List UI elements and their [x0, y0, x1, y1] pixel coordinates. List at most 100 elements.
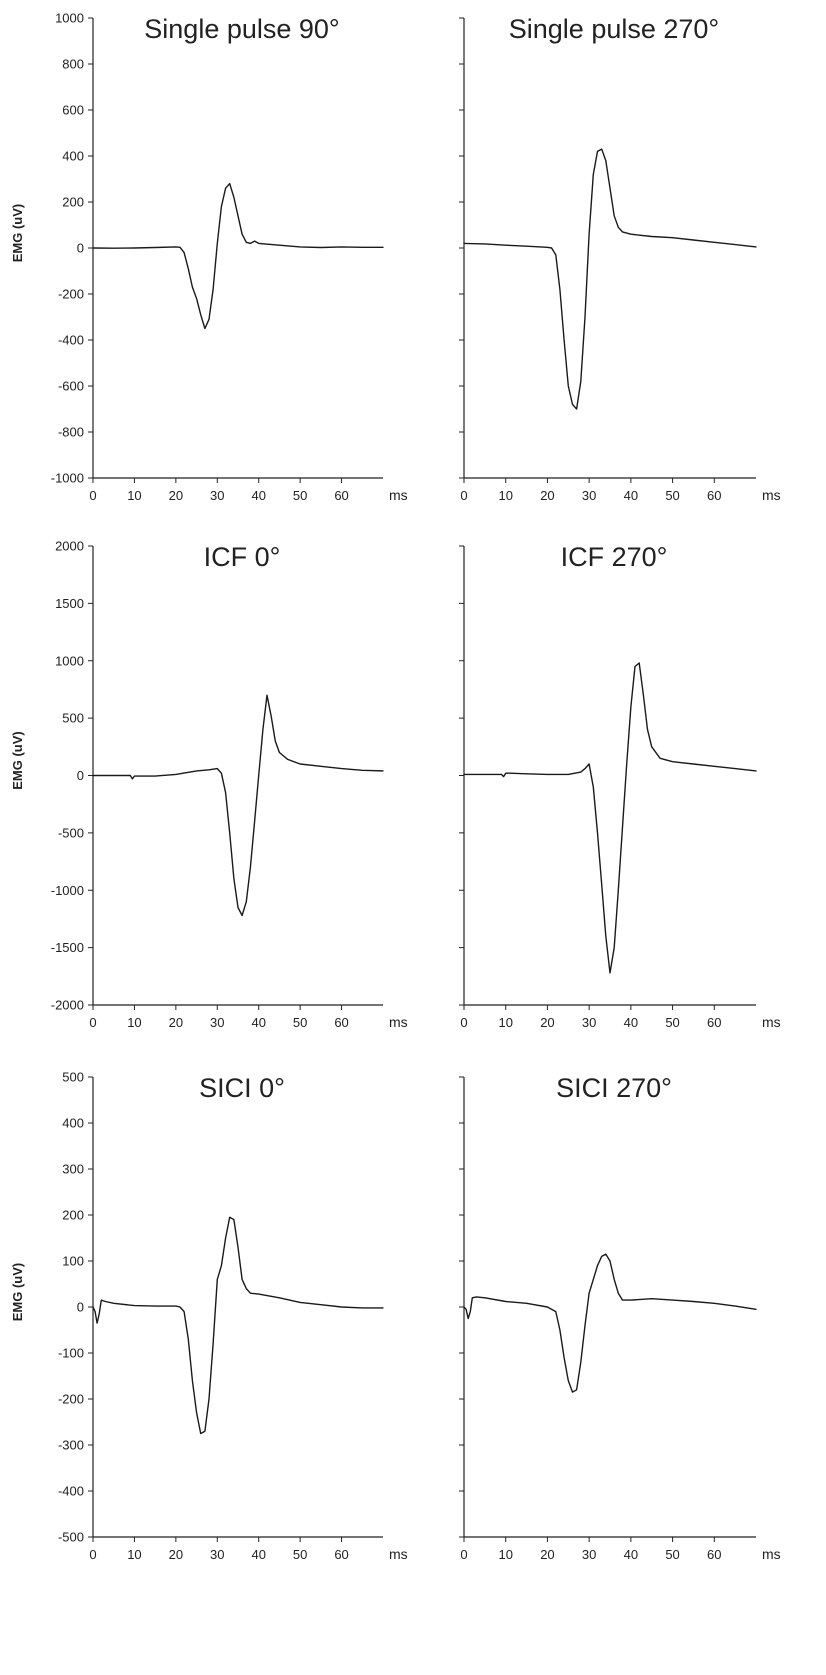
- x-unit-label: ms: [389, 1014, 408, 1030]
- y-tick-label: 400: [62, 1116, 84, 1131]
- y-tick-label: 0: [77, 241, 84, 256]
- y-tick-label: -500: [58, 1530, 84, 1545]
- x-tick-label: 50: [293, 1547, 307, 1562]
- x-tick-label: 60: [707, 488, 721, 503]
- y-axis-title: EMG (uV): [10, 731, 25, 790]
- emg-trace-line: [463, 148, 757, 410]
- x-tick-label: 10: [127, 488, 141, 503]
- y-tick-label: 0: [77, 768, 84, 783]
- panel-sici-270: 0 10 20 30 40 50 60 ms SICI 270°: [459, 1073, 781, 1562]
- y-tick-label: 1000: [55, 11, 84, 26]
- x-tick-label: 10: [127, 1547, 141, 1562]
- chart-title: Single pulse 90°: [144, 14, 339, 44]
- x-tick-label: 50: [665, 1547, 679, 1562]
- panel-icf-0: 2000 1500 1000 500 0 -500 -1000 -1500 -2000 0 10 20…: [10, 539, 408, 1031]
- x-tick-label: 0: [89, 1547, 96, 1562]
- y-tick-label: -200: [58, 287, 84, 302]
- x-tick-label: 60: [707, 1547, 721, 1562]
- y-tick-label: 2000: [55, 539, 84, 554]
- x-tick-label: 0: [460, 1015, 467, 1030]
- x-tick-label: 0: [89, 1015, 96, 1030]
- chart-title: ICF 270°: [561, 542, 668, 572]
- x-tick-label: 60: [334, 488, 348, 503]
- y-tick-label: -100: [58, 1346, 84, 1361]
- y-tick-label: -300: [58, 1438, 84, 1453]
- chart-title: ICF 0°: [204, 542, 281, 572]
- x-tick-label: 20: [169, 1015, 183, 1030]
- x-tick-label: 10: [127, 1015, 141, 1030]
- x-tick-label: 30: [210, 1547, 224, 1562]
- x-unit-label: ms: [762, 487, 781, 503]
- x-tick-label: 30: [210, 1015, 224, 1030]
- x-tick-label: 10: [498, 1015, 512, 1030]
- y-tick-label: -600: [58, 379, 84, 394]
- y-tick-label: -1000: [51, 883, 84, 898]
- x-tick-label: 60: [707, 1015, 721, 1030]
- y-tick-label: -400: [58, 1484, 84, 1499]
- y-tick-label: 800: [62, 57, 84, 72]
- x-tick-label: 10: [498, 1547, 512, 1562]
- x-tick-label: 20: [540, 1015, 554, 1030]
- chart-title: Single pulse 270°: [509, 14, 719, 44]
- x-tick-label: 0: [460, 488, 467, 503]
- x-unit-label: ms: [389, 487, 408, 503]
- x-tick-label: 20: [540, 488, 554, 503]
- x-unit-label: ms: [389, 1546, 408, 1562]
- x-tick-label: 40: [624, 1547, 638, 1562]
- x-tick-label: 40: [251, 488, 265, 503]
- y-tick-label: 400: [62, 149, 84, 164]
- chart-title: SICI 0°: [199, 1073, 285, 1103]
- x-tick-label: 30: [582, 488, 596, 503]
- y-tick-label: -400: [58, 333, 84, 348]
- x-unit-label: ms: [762, 1014, 781, 1030]
- x-unit-label: ms: [762, 1546, 781, 1562]
- y-axis-title: EMG (uV): [10, 1263, 25, 1322]
- y-tick-label: -2000: [51, 998, 84, 1013]
- y-tick-label: 600: [62, 103, 84, 118]
- x-tick-label: 30: [582, 1547, 596, 1562]
- x-tick-label: 50: [665, 1015, 679, 1030]
- y-tick-label: -1000: [51, 471, 84, 486]
- y-tick-label: -1500: [51, 940, 84, 955]
- emg-trace-line: [92, 1216, 384, 1435]
- x-tick-label: 40: [251, 1015, 265, 1030]
- x-tick-label: 30: [210, 488, 224, 503]
- x-tick-label: 40: [251, 1547, 265, 1562]
- y-tick-label: 300: [62, 1162, 84, 1177]
- x-tick-label: 20: [540, 1547, 554, 1562]
- x-tick-label: 0: [460, 1547, 467, 1562]
- panel-icf-270: 0 10 20 30 40 50 60 ms ICF 270°: [459, 542, 781, 1030]
- y-tick-label: 500: [62, 1070, 84, 1085]
- x-tick-label: 0: [89, 488, 96, 503]
- panel-single-pulse-90: 1000 800 600 400 200 0 -200 -400 -600 -800 -1000 0 1…: [10, 11, 408, 504]
- x-tick-label: 50: [293, 488, 307, 503]
- x-tick-label: 30: [582, 1015, 596, 1030]
- y-tick-label: 1000: [55, 653, 84, 668]
- x-tick-label: 60: [334, 1547, 348, 1562]
- x-tick-label: 60: [334, 1015, 348, 1030]
- y-tick-label: 1500: [55, 596, 84, 611]
- y-tick-label: 500: [62, 711, 84, 726]
- chart-title: SICI 270°: [556, 1073, 672, 1103]
- y-tick-label: -800: [58, 425, 84, 440]
- emg-trace-line: [463, 1253, 757, 1393]
- y-tick-label: -500: [58, 825, 84, 840]
- x-tick-label: 20: [169, 488, 183, 503]
- x-tick-label: 50: [293, 1015, 307, 1030]
- panel-single-pulse-270: 0 10 20 30 40 50 60 ms Single pulse 270°: [459, 14, 781, 503]
- y-axis-title: EMG (uV): [10, 204, 25, 263]
- x-tick-label: 10: [498, 488, 512, 503]
- x-tick-label: 40: [624, 488, 638, 503]
- x-tick-label: 50: [665, 488, 679, 503]
- emg-trace-line: [92, 694, 384, 917]
- y-tick-label: 200: [62, 195, 84, 210]
- panel-sici-0: 500 400 300 200 100 0 -100 -200 -300 -400 -500 0 10 2…: [10, 1070, 408, 1563]
- emg-trace-line: [92, 182, 384, 330]
- x-tick-label: 20: [169, 1547, 183, 1562]
- y-tick-label: 0: [77, 1300, 84, 1315]
- emg-trace-line: [463, 662, 757, 974]
- y-tick-label: 200: [62, 1208, 84, 1223]
- x-tick-label: 40: [624, 1015, 638, 1030]
- y-tick-label: -200: [58, 1392, 84, 1407]
